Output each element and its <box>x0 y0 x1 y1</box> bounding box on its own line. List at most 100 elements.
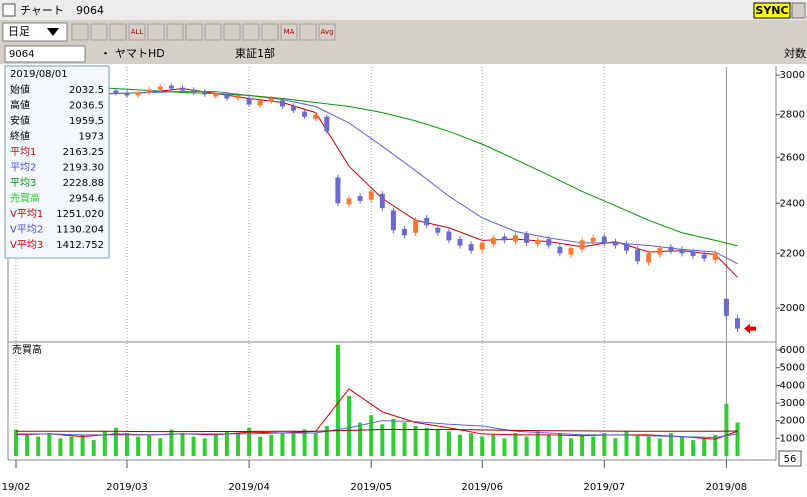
toolbar-icon[interactable] <box>261 23 279 41</box>
volume-bar <box>591 436 596 456</box>
sync-button[interactable] <box>753 2 791 19</box>
period-label: 日足 <box>8 25 30 38</box>
candle-body <box>624 244 629 251</box>
candle-body <box>113 90 119 94</box>
candle-body <box>146 89 152 93</box>
candle-body <box>535 240 541 245</box>
window-button[interactable] <box>791 2 806 19</box>
toolbar-icon[interactable] <box>109 23 127 41</box>
candle-body <box>679 249 685 254</box>
candle-body <box>135 92 141 96</box>
volume-bar <box>469 433 474 456</box>
volume-bar <box>47 433 52 456</box>
period-select[interactable] <box>2 22 68 42</box>
volume-bar <box>424 427 429 456</box>
volume-bar <box>668 433 673 456</box>
volume-bar <box>602 433 607 456</box>
candle-body <box>379 193 385 209</box>
info-label: 終値 <box>10 130 30 143</box>
candle-body <box>346 198 352 205</box>
volume-bar <box>247 427 252 456</box>
info-value: 1251.020 <box>56 209 104 220</box>
candle-body <box>168 85 174 89</box>
volume-bar <box>391 418 396 456</box>
toolbar-icon[interactable] <box>223 23 241 41</box>
x-tick-label: 2019/04 <box>228 482 270 493</box>
candle-body <box>390 210 396 231</box>
volume-bar <box>58 438 63 456</box>
volume-bar <box>724 403 729 456</box>
candle-body <box>612 241 618 246</box>
volume-bar <box>347 395 351 456</box>
volume-bar <box>258 436 263 456</box>
candle-body <box>413 220 419 233</box>
candle-body <box>202 91 208 95</box>
volume-bar <box>691 440 696 456</box>
candle-body <box>712 253 718 260</box>
volume-bar <box>147 434 152 456</box>
info-label: 高値 <box>10 99 30 112</box>
candle-body <box>368 191 374 200</box>
candle-body <box>468 244 474 251</box>
ma-line <box>15 84 738 247</box>
volume-bar <box>213 434 218 456</box>
info-value: 2193.30 <box>63 163 104 174</box>
y-tick-label: 2600 <box>780 152 805 163</box>
volume-bar <box>269 434 274 456</box>
volume-bar <box>513 433 518 456</box>
volume-bar <box>446 431 451 456</box>
candle-body <box>524 234 530 243</box>
volume-bar <box>69 436 74 456</box>
y-tick-label: 2800 <box>780 110 805 121</box>
y-tick-label: 1000 <box>780 433 805 444</box>
volume-bar <box>569 438 573 456</box>
volume-bar <box>402 422 407 456</box>
toolbar-icon[interactable] <box>185 23 203 41</box>
candle-body <box>723 298 729 316</box>
y-tick-label: 2200 <box>780 248 805 259</box>
volume-bar <box>546 434 551 456</box>
candle-body <box>457 239 463 246</box>
toolbar-icon[interactable] <box>147 23 165 41</box>
volume-bar <box>291 431 296 456</box>
toolbar-icon[interactable] <box>128 23 146 41</box>
info-row <box>0 44 807 63</box>
x-tick-label: 2019/08 <box>706 482 748 493</box>
volume-bar <box>557 433 562 456</box>
volume-bar <box>702 438 707 456</box>
volume-bar <box>313 433 318 456</box>
candle-body <box>313 114 319 119</box>
candle-body <box>601 236 607 243</box>
toolbar-icon[interactable] <box>318 23 336 41</box>
candle-body <box>291 105 296 111</box>
info-value: 2228.88 <box>63 178 104 189</box>
toolbar-icon[interactable] <box>242 23 260 41</box>
toolbar-icon[interactable] <box>204 23 222 41</box>
toolbar-icon[interactable] <box>71 23 89 41</box>
dropdown-arrow <box>47 28 59 36</box>
volume-bar <box>191 436 196 456</box>
toolbar-icon[interactable] <box>166 23 184 41</box>
candle-body <box>513 235 518 242</box>
info-value: 1412.752 <box>56 240 104 251</box>
candle-body <box>324 116 330 132</box>
candle-body <box>446 231 452 241</box>
candle-body <box>191 89 197 93</box>
price-arrow <box>744 323 756 334</box>
candle-body <box>501 236 507 241</box>
toolbar-icon[interactable] <box>90 23 108 41</box>
info-label: V平均1 <box>10 208 43 220</box>
toolbar-icon[interactable] <box>299 23 317 41</box>
volume-bar <box>613 438 618 456</box>
info-label: V平均2 <box>10 224 43 236</box>
x-tick-label: 19/02 <box>2 482 31 493</box>
y-tick-label: 3000 <box>780 70 805 81</box>
toolbar-icon-label: MA <box>284 28 295 36</box>
volume-bar <box>491 434 496 456</box>
volume-bar <box>713 434 718 456</box>
volume-bar <box>524 436 529 456</box>
toolbar-icon[interactable] <box>280 23 298 41</box>
symbol-input[interactable] <box>4 45 86 63</box>
